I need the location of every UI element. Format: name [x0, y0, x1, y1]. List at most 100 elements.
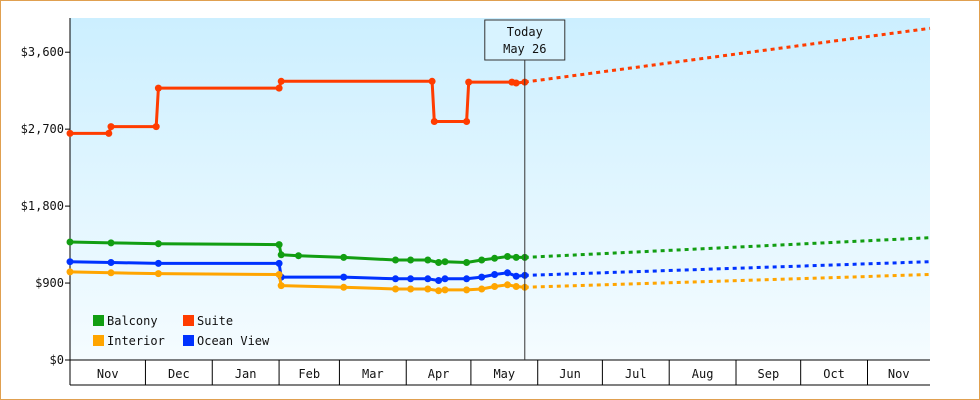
- data-point[interactable]: [392, 275, 399, 283]
- x-tick-label: Jul: [625, 367, 647, 381]
- legend-swatch: [93, 335, 104, 346]
- y-tick-label: $900: [35, 276, 64, 290]
- legend-item-ocean-view[interactable]: Ocean View: [183, 334, 270, 348]
- x-tick-label: Mar: [362, 367, 384, 381]
- data-point[interactable]: [512, 79, 520, 87]
- forecast-line-ocean-view: [524, 260, 931, 277]
- data-point[interactable]: [435, 287, 443, 295]
- data-point[interactable]: [478, 273, 486, 281]
- data-point[interactable]: [424, 285, 432, 293]
- data-point[interactable]: [465, 78, 473, 86]
- data-point[interactable]: [66, 258, 74, 266]
- y-axis: $0 $900 $1,800 $2,700 $3,600: [21, 18, 71, 367]
- series-suite: [66, 26, 931, 137]
- series-balcony: [66, 236, 931, 266]
- y-tick-label: $2,700: [21, 122, 64, 136]
- x-tick-label: Nov: [888, 367, 910, 381]
- data-point[interactable]: [107, 123, 115, 131]
- legend-swatch: [183, 315, 194, 326]
- data-point[interactable]: [392, 256, 399, 264]
- data-point[interactable]: [340, 273, 348, 281]
- data-point[interactable]: [105, 129, 113, 137]
- data-point[interactable]: [275, 271, 283, 278]
- data-point[interactable]: [504, 269, 511, 277]
- legend-label: Suite: [197, 314, 233, 328]
- data-point[interactable]: [512, 253, 520, 261]
- x-tick-label: Apr: [428, 367, 450, 381]
- data-point[interactable]: [340, 253, 348, 261]
- x-axis: Nov Dec Jan Feb Mar Apr May Jun Jul Aug Sep Oct Nov: [69, 359, 930, 386]
- data-point[interactable]: [154, 84, 162, 92]
- legend-swatch: [93, 315, 104, 326]
- data-point[interactable]: [504, 281, 511, 289]
- data-point[interactable]: [154, 270, 162, 278]
- data-point[interactable]: [504, 253, 511, 260]
- data-point[interactable]: [435, 259, 443, 266]
- legend-swatch: [183, 335, 194, 346]
- legend-item-interior[interactable]: Interior: [93, 334, 165, 348]
- data-point[interactable]: [107, 239, 115, 247]
- data-point[interactable]: [463, 275, 471, 283]
- data-point[interactable]: [441, 275, 449, 283]
- x-tick-label: Jun: [559, 367, 581, 381]
- y-tick-label: $1,800: [21, 199, 64, 213]
- x-tick-label: Nov: [97, 367, 119, 381]
- data-point[interactable]: [275, 259, 283, 267]
- data-point[interactable]: [407, 285, 415, 293]
- x-tick-label: Oct: [823, 367, 845, 381]
- x-tick-label: Aug: [692, 367, 714, 381]
- data-point[interactable]: [512, 283, 520, 290]
- data-point[interactable]: [478, 256, 486, 264]
- today-marker: Today May 26: [484, 19, 566, 360]
- data-point[interactable]: [154, 259, 162, 267]
- data-point[interactable]: [491, 254, 499, 262]
- data-point[interactable]: [428, 77, 436, 85]
- legend-label: Interior: [107, 334, 165, 348]
- legend-item-suite[interactable]: Suite: [183, 314, 233, 328]
- legend-label: Ocean View: [197, 334, 270, 348]
- data-point[interactable]: [392, 285, 399, 293]
- history-line-suite: [70, 79, 525, 135]
- data-point[interactable]: [275, 241, 283, 249]
- data-point[interactable]: [107, 269, 115, 277]
- series-layer: [66, 26, 931, 295]
- data-point[interactable]: [441, 258, 449, 266]
- data-point[interactable]: [463, 118, 471, 125]
- data-point[interactable]: [277, 282, 285, 290]
- data-point[interactable]: [430, 118, 438, 125]
- data-point[interactable]: [424, 275, 432, 283]
- data-point[interactable]: [407, 256, 415, 264]
- data-point[interactable]: [66, 129, 74, 137]
- data-point[interactable]: [491, 283, 499, 290]
- data-point[interactable]: [107, 259, 115, 266]
- data-point[interactable]: [407, 275, 415, 283]
- data-point[interactable]: [424, 256, 432, 264]
- data-point[interactable]: [277, 77, 285, 85]
- plot-area: [70, 18, 930, 360]
- data-point[interactable]: [478, 285, 486, 293]
- data-point[interactable]: [66, 238, 74, 246]
- today-date: May 26: [503, 42, 546, 56]
- forecast-line-interior: [524, 273, 931, 289]
- data-point[interactable]: [275, 84, 283, 92]
- x-tick-label: Dec: [168, 367, 190, 381]
- data-point[interactable]: [152, 123, 160, 131]
- legend: Balcony Suite Interior Ocean View: [93, 314, 270, 348]
- data-point[interactable]: [491, 271, 499, 278]
- data-point[interactable]: [340, 283, 348, 291]
- data-point[interactable]: [277, 251, 285, 259]
- data-point[interactable]: [463, 286, 471, 294]
- data-point[interactable]: [463, 259, 471, 266]
- data-point[interactable]: [435, 277, 443, 284]
- x-tick-label: Jan: [235, 367, 257, 381]
- legend-item-balcony[interactable]: Balcony: [93, 314, 158, 328]
- data-point[interactable]: [512, 272, 520, 280]
- legend-label: Balcony: [107, 314, 158, 328]
- forecast-line-balcony: [524, 236, 931, 259]
- x-tick-label: Sep: [758, 367, 780, 381]
- data-point[interactable]: [66, 268, 74, 276]
- data-point[interactable]: [154, 240, 162, 248]
- data-point[interactable]: [295, 252, 302, 260]
- data-point[interactable]: [441, 286, 449, 294]
